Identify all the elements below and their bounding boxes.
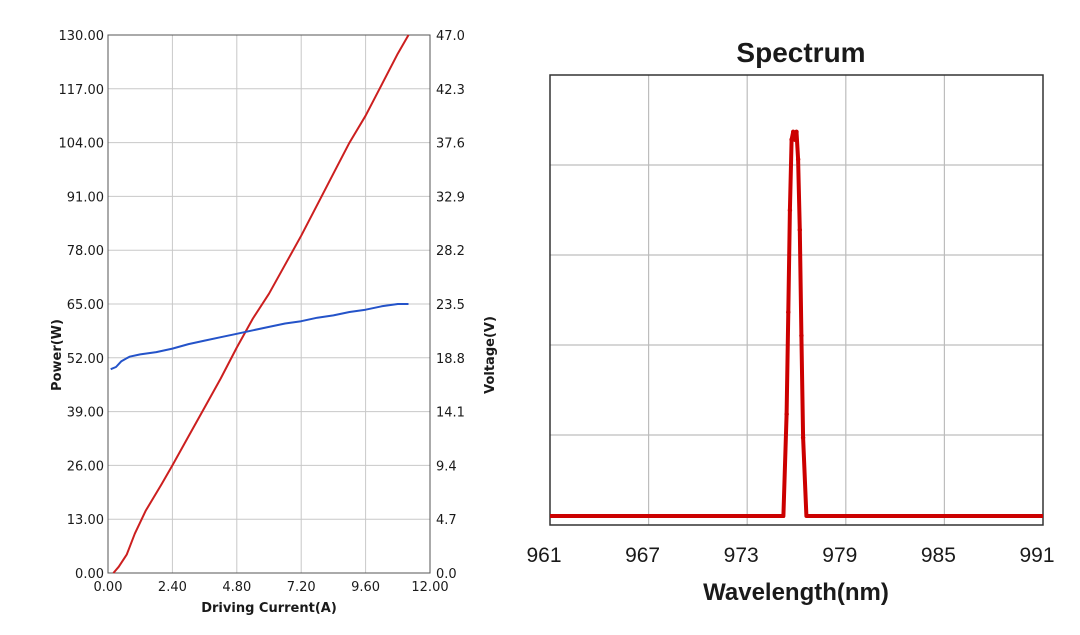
left-y2-tick-label: 0.0 [436,567,457,582]
left-y-tick-label: 91.00 [67,190,104,205]
left-y-tick-label: 104.00 [59,137,105,152]
left-x-tick-label: 4.80 [222,580,251,595]
left-x-tick-label: 0.00 [94,580,123,595]
left-plot-frame [107,34,431,574]
left-y-ticks: 0.00 13.00 26.00 39.00 52.00 65.00 78.00 91.00 1… [59,29,105,582]
left-y-tick-label: 26.00 [67,459,104,474]
left-x-tick-label: 12.00 [411,580,448,595]
left-y-tick-label: 13.00 [67,513,104,528]
left-y2-tick-label: 18.8 [436,352,465,367]
left-x-tick-label: 7.20 [287,580,316,595]
left-y-tick-label: 117.00 [59,83,105,98]
left-y-tick-label: 39.00 [67,406,104,421]
left-x-ticks: 0.00 2.40 4.80 7.20 9.60 12.00 [94,580,449,595]
left-y-tick-label: 78.00 [67,244,104,259]
left-y-tick-label: 65.00 [67,298,104,313]
left-x-tick-label: 9.60 [351,580,380,595]
left-y2-tick-label: 23.5 [436,298,465,313]
left-y2-tick-label: 32.9 [436,190,465,205]
left-x-tick-label: 2.40 [158,580,187,595]
left-x-axis-label: Driving Current(A) [201,601,337,616]
left-y-tick-label: 52.00 [67,352,104,367]
left-y2-tick-label: 9.4 [436,459,457,474]
left-y2-tick-label: 4.7 [436,513,457,528]
left-y2-tick-label: 47.0 [436,29,465,44]
left-y2-tick-label: 42.3 [436,83,465,98]
left-y2-tick-label: 37.6 [436,137,465,152]
left-y2-ticks: 0.0 4.7 9.4 14.1 18.8 23.5 28.2 32.9 37.6 42.3 47.… [436,29,465,582]
left-series [110,34,410,574]
left-y-tick-label: 130.00 [59,29,105,44]
voltage-series-line [110,303,409,371]
left-y-tick-label: 0.00 [75,567,104,582]
left-y-axis-label: Power(W) [50,319,65,391]
left-y2-axis-label: Voltage(V) [483,316,498,394]
left-y2-tick-label: 14.1 [436,406,465,421]
left-y2-tick-label: 28.2 [436,244,465,259]
